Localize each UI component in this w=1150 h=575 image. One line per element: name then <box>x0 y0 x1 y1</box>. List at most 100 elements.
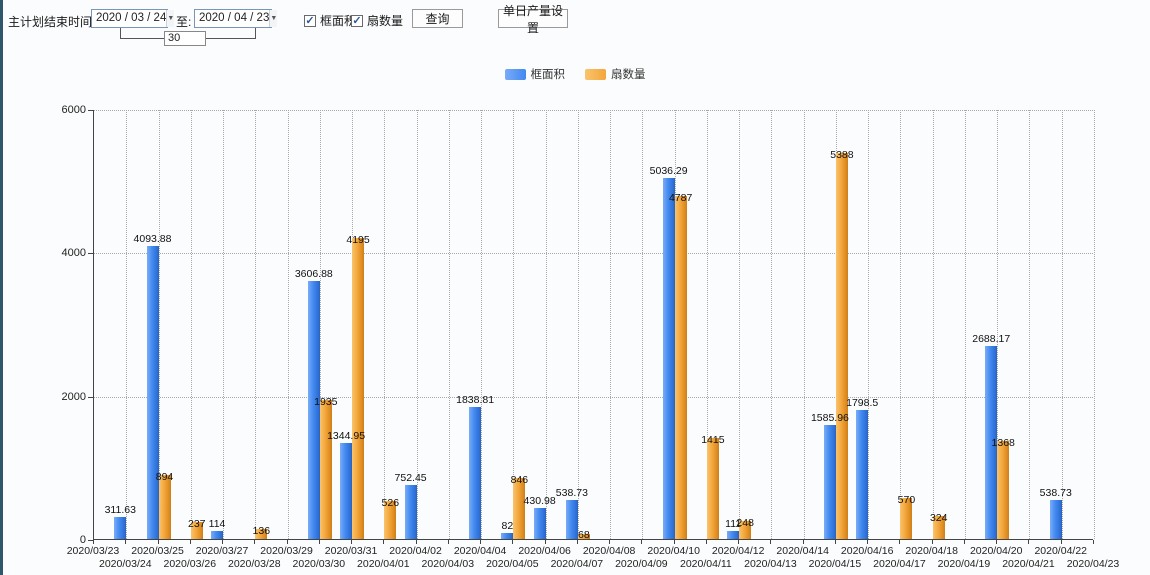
bar-value-label: 5388 <box>830 148 854 161</box>
x-axis-tick <box>996 540 998 544</box>
x-axis-tick <box>1060 540 1062 544</box>
plot-area: 311.63 4093.88 114 3606.88 1344.95 752.45 1838… <box>93 110 1095 541</box>
x-axis-tick <box>222 540 224 544</box>
x-axis-date-label: 2020/04/06 <box>518 545 571 557</box>
bar-框面积 <box>662 178 675 539</box>
sash-count-checkbox-label: 扇数量 <box>367 14 404 28</box>
x-axis-date-label: 2020/04/14 <box>776 545 829 557</box>
bar-value-label: 68 <box>578 529 590 541</box>
x-axis-date-label: 2020/04/17 <box>873 558 926 570</box>
gridline <box>94 253 1093 255</box>
x-axis-tick <box>351 540 353 544</box>
bar-value-label: 82 <box>501 520 514 533</box>
gridline <box>771 110 773 539</box>
bar-value-label: 136 <box>252 525 271 538</box>
frame-area-checkbox[interactable]: ✓ <box>304 14 316 27</box>
gridline <box>1029 110 1031 539</box>
bar-扇数量 <box>577 534 590 539</box>
bar-value-label: 570 <box>897 494 916 507</box>
x-axis-tick <box>899 540 901 544</box>
gridline <box>1094 110 1095 539</box>
query-button[interactable]: 查询 <box>412 9 463 28</box>
bar-扇数量 <box>158 474 171 539</box>
gridline <box>223 110 225 539</box>
x-axis-tick <box>189 540 191 544</box>
bar-扇数量 <box>352 238 365 539</box>
gridline <box>416 110 418 539</box>
daily-output-settings-button[interactable]: 单日产量设置 <box>498 4 568 35</box>
y-axis-tick-label: 4000 <box>61 247 86 260</box>
legend-label: 框面积 <box>530 69 566 81</box>
x-axis-tick <box>834 540 836 544</box>
x-axis-tick <box>447 540 449 544</box>
bar-框面积 <box>469 407 482 539</box>
x-axis-date-label: 2020/03/24 <box>98 558 152 570</box>
bar-value-label: 1415 <box>701 433 725 446</box>
sash-count-checkbox[interactable]: ✓ <box>351 14 363 27</box>
bar-框面积 <box>727 531 740 539</box>
bar-value-label: 1838.81 <box>456 394 495 407</box>
connector-line <box>120 28 121 39</box>
bar-扇数量 <box>997 440 1010 539</box>
x-axis-tick <box>673 540 675 544</box>
x-axis-tick <box>867 540 869 544</box>
bar-value-label: 538.73 <box>555 487 588 500</box>
x-axis-date-label: 2020/04/13 <box>744 558 797 570</box>
gridline <box>94 110 1093 111</box>
chevron-down-icon: ▼ <box>270 15 278 22</box>
x-axis-tick <box>383 540 385 544</box>
gridline <box>577 110 579 539</box>
gridline <box>158 110 160 539</box>
bar-框面积 <box>1049 500 1062 539</box>
bar-框面积 <box>985 346 998 539</box>
gridline <box>94 396 1093 398</box>
bar-框面积 <box>340 442 353 539</box>
gridline <box>610 110 612 539</box>
x-axis-date-label: 2020/04/12 <box>711 545 765 557</box>
bar-扇数量 <box>900 498 913 539</box>
interval-days-input[interactable]: 30 <box>164 31 206 46</box>
x-axis-date-label: 2020/04/07 <box>550 558 604 570</box>
x-axis-date-label: 2020/03/28 <box>228 558 281 570</box>
date-to-dropdown-button[interactable]: ▼ <box>269 10 278 27</box>
bar-value-label: 111 <box>725 518 742 531</box>
window-edge-strip <box>0 0 3 575</box>
x-axis-tick <box>512 540 514 544</box>
checkbox-group-frame-area[interactable]: ✓ 框面积 <box>304 12 356 29</box>
checkbox-group-sash-count[interactable]: ✓ 扇数量 <box>351 12 403 29</box>
chevron-down-icon: ▼ <box>167 15 175 22</box>
x-axis-tick <box>318 540 320 544</box>
x-axis-date-label: 2020/04/08 <box>582 545 636 557</box>
gridline <box>481 110 483 539</box>
x-axis-tick <box>705 540 707 544</box>
date-from-dropdown-button[interactable]: ▼ <box>166 10 175 27</box>
x-axis-tick <box>770 540 772 544</box>
date-to-picker[interactable]: 2020 / 04 / 23 ▼ <box>194 9 278 28</box>
x-axis-tick <box>157 540 159 544</box>
bar-value-label: 1344.95 <box>327 429 366 442</box>
bar-value-label: 237 <box>188 518 206 531</box>
bar-value-label: 894 <box>155 470 174 483</box>
x-axis-date-label: 2020/04/03 <box>421 558 475 570</box>
x-axis-tick <box>480 540 482 544</box>
bar-扇数量 <box>932 515 945 539</box>
gridline <box>900 110 902 539</box>
bar-value-label: 1935 <box>314 396 338 409</box>
gridline <box>706 110 708 539</box>
x-axis-date-label: 2020/04/20 <box>969 545 1023 557</box>
date-from-picker[interactable]: 2020 / 03 / 24 ▼ <box>91 9 175 28</box>
x-axis-date-label: 2020/03/23 <box>66 545 120 557</box>
connector-line <box>206 38 255 39</box>
gridline <box>997 110 999 539</box>
gridline <box>803 110 805 539</box>
x-axis-tick <box>576 540 578 544</box>
legend-item: 扇数量 <box>585 66 646 82</box>
toolbar: 主计划结束时间: 2020 / 03 / 24 ▼ 至: 2020 / 04 /… <box>0 0 1150 50</box>
bar-扇数量 <box>190 522 203 539</box>
bar-value-label: 3606.88 <box>294 267 333 280</box>
bar-框面积 <box>146 245 159 539</box>
gridline <box>384 110 386 539</box>
x-axis-date-label: 2020/04/19 <box>937 558 991 570</box>
x-axis-date-label: 2020/04/16 <box>840 545 894 557</box>
bar-chart: 311.63 4093.88 114 3606.88 1344.95 752.45 1838… <box>62 104 1120 570</box>
